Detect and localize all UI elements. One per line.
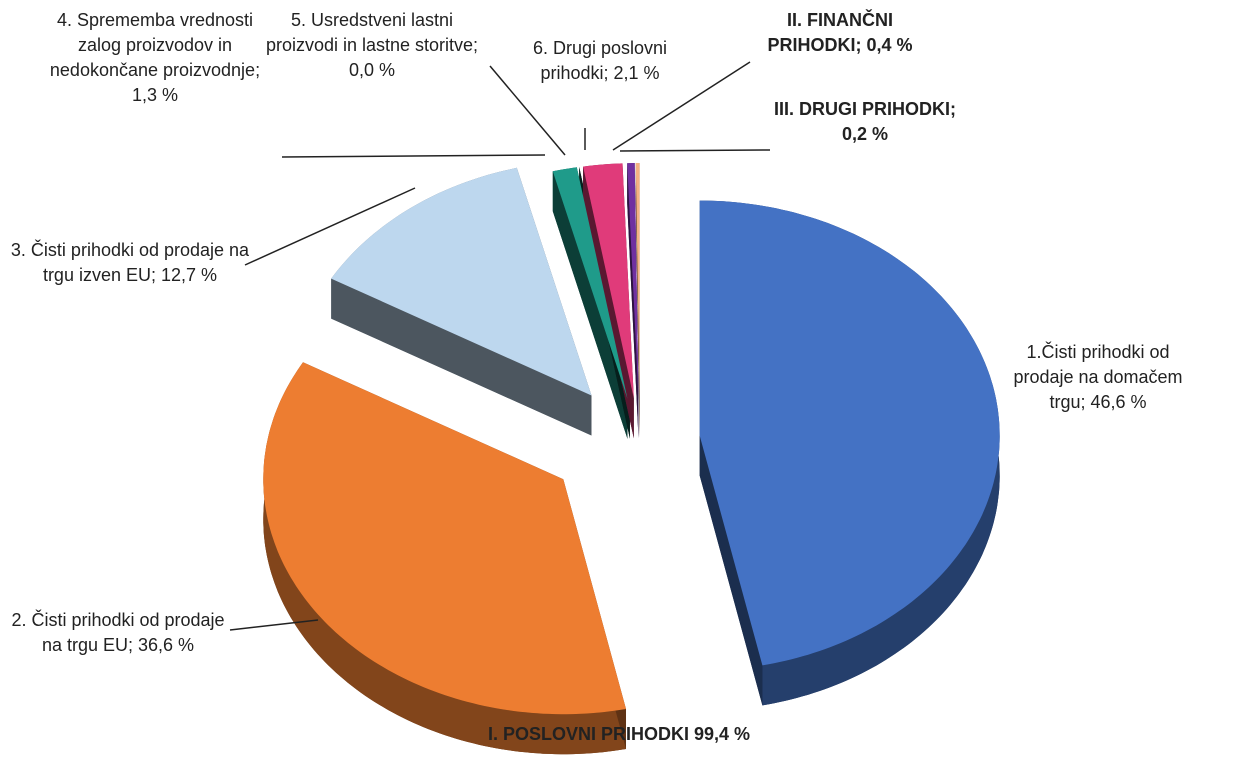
slice [635, 163, 640, 398]
leader-line [489, 65, 566, 156]
value-label: 0,4 % [866, 35, 913, 55]
value-label: 46,6 % [1090, 392, 1147, 412]
slice [331, 167, 592, 396]
category: II. FINANČNI PRIHODKI [767, 10, 893, 55]
leader-line [612, 61, 751, 151]
value-label: 36,6 % [138, 635, 195, 655]
separator: ; [150, 265, 161, 285]
separator: ; [127, 635, 138, 655]
slice [552, 167, 628, 399]
separator: ; [255, 60, 266, 80]
separator: ; [603, 63, 614, 83]
value-label: 12,7 % [161, 265, 218, 285]
slice-side [552, 171, 628, 439]
separator: ; [950, 99, 961, 119]
slice-side [627, 163, 639, 438]
leader-line [229, 619, 319, 631]
separator: ; [473, 35, 484, 55]
separator: ; [1080, 392, 1091, 412]
separator: ; [855, 35, 867, 55]
slice [699, 200, 1000, 666]
slice [583, 163, 634, 399]
slice [627, 163, 639, 398]
category: 6. Drugi poslovni prihodki [532, 38, 668, 83]
value-label: 0,2 % [841, 124, 889, 144]
value-label: 2,1 % [613, 63, 660, 83]
leader-line [281, 154, 546, 158]
data-label: 1.Čisti prihodki od prodaje na domačem t… [998, 340, 1198, 415]
data-label: 3. Čisti prihodki od prodaje na trgu izv… [10, 238, 250, 288]
data-label: III. DRUGI PRIHODKI; 0,2 % [765, 97, 965, 147]
slice-side [699, 435, 763, 706]
leader-line [244, 187, 416, 266]
data-label: 6. Drugi poslovni prihodki; 2,1 % [505, 36, 695, 86]
annotation: I. POSLOVNI PRIHODKI 99,4 % [487, 724, 751, 744]
slice-side [331, 278, 592, 436]
category: 4. Sprememba vrednosti zalog proizvodov … [49, 10, 256, 80]
data-label: 5. Usredstveni lastni proizvodi in lastn… [262, 8, 482, 83]
slice [263, 362, 626, 715]
data-label: II. FINANČNI PRIHODKI; 0,4 % [740, 8, 940, 58]
leader-line [619, 149, 771, 152]
value-label: 1,3 % [131, 85, 179, 105]
category: III. DRUGI PRIHODKI [773, 99, 950, 119]
category: 3. Čisti prihodki od prodaje na trgu izv… [10, 240, 250, 285]
slice-side [263, 362, 626, 755]
category: 1.Čisti prihodki od prodaje na domačem t… [1013, 342, 1183, 412]
category: 2. Čisti prihodki od prodaje na trgu EU [11, 610, 225, 655]
slice-side [635, 163, 640, 438]
data-label: 4. Sprememba vrednosti zalog proizvodov … [40, 8, 270, 108]
category: 5. Usredstveni lastni proizvodi in lastn… [265, 10, 474, 55]
value-label: 0,0 % [348, 60, 396, 80]
data-label: 2. Čisti prihodki od prodaje na trgu EU;… [8, 608, 228, 658]
